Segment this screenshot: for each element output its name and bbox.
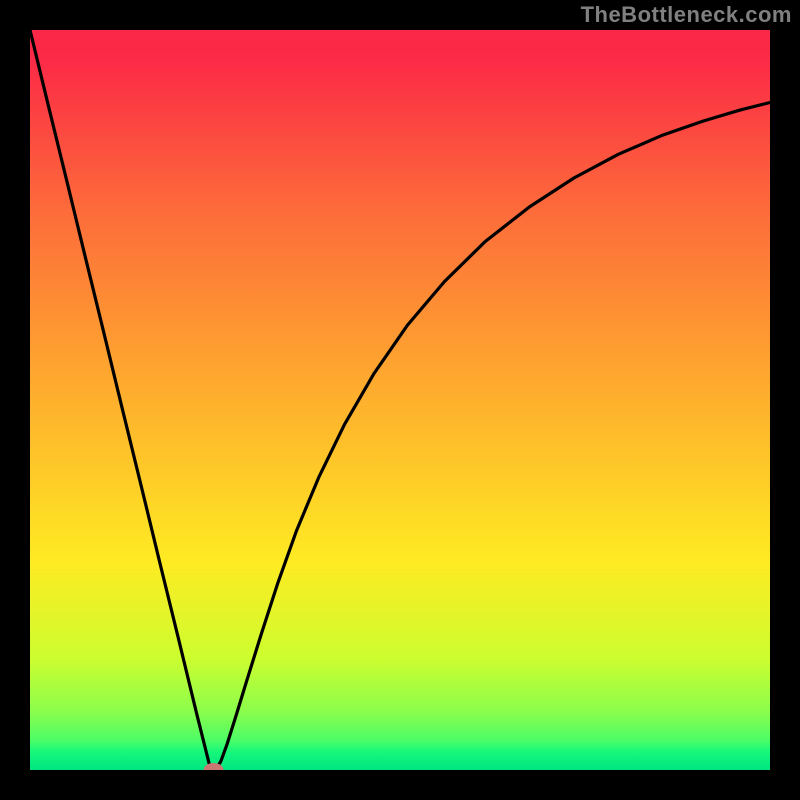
plot-area bbox=[30, 30, 770, 770]
chart-frame: TheBottleneck.com bbox=[0, 0, 800, 800]
plot-background bbox=[30, 30, 770, 770]
plot-svg bbox=[30, 30, 770, 770]
watermark-text: TheBottleneck.com bbox=[581, 2, 792, 28]
